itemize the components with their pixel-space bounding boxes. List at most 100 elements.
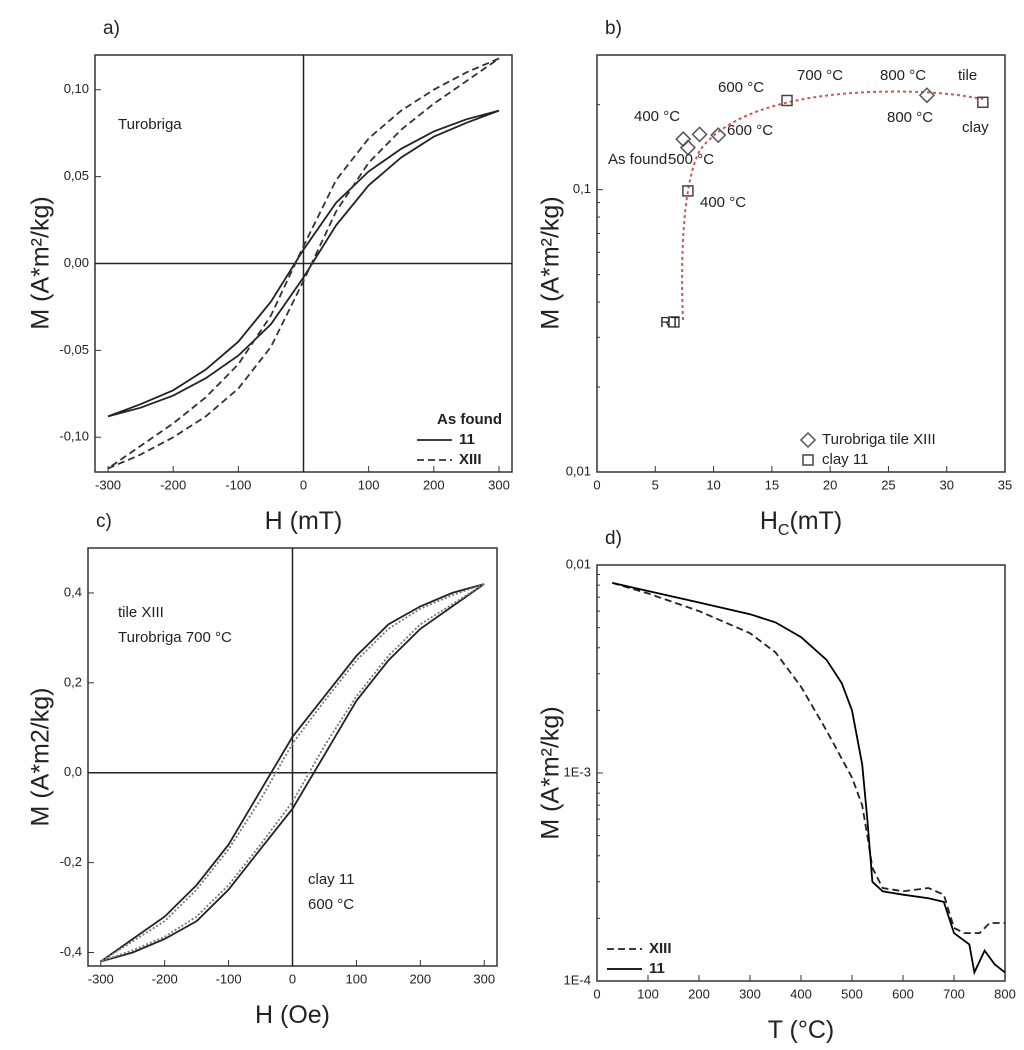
point: [781, 94, 793, 107]
point: [710, 127, 727, 144]
legend-label: 11: [649, 960, 665, 977]
panel-label: b): [605, 18, 622, 39]
x-tick-label: 300: [739, 986, 761, 1001]
series-line: [612, 582, 1006, 976]
x-tick-label: 20: [823, 477, 837, 492]
legend-title: As found: [437, 411, 502, 428]
y-axis-label: M (A*m²/kg): [537, 196, 565, 329]
panel: a) -300 -200 -100 0 100 200 300 -0,10 -0,05 0,00 0,…: [27, 18, 513, 535]
y-tick-label: 0,01: [566, 463, 591, 478]
point: [668, 316, 680, 328]
legend-label: 11: [459, 431, 475, 448]
x-tick-label: -200: [160, 477, 186, 492]
x-tick-label: 25: [881, 477, 895, 492]
annotation: Turobriga: [118, 116, 182, 133]
x-tick-label: 100: [637, 986, 659, 1001]
annotation: As found: [608, 151, 667, 168]
x-tick-label: -200: [152, 971, 178, 986]
point: [675, 131, 692, 148]
y-tick-label: 0,4: [64, 584, 82, 599]
plot-frame: [596, 54, 1006, 473]
x-tick-label: 300: [488, 477, 510, 492]
x-axis-label: HC(mT): [760, 507, 842, 539]
y-tick-label: 0,00: [64, 255, 89, 270]
x-tick-label: 0: [593, 477, 600, 492]
annotation: 400 °C: [700, 194, 746, 211]
label-part: H (Oe): [255, 1001, 330, 1029]
annotation: tile: [958, 67, 977, 84]
y-tick-label: 0,0: [64, 764, 82, 779]
annotation: 800 °C: [887, 109, 933, 126]
x-tick-label: -300: [95, 477, 121, 492]
y-tick-label: 0,05: [64, 168, 89, 183]
annotation: 800 °C: [880, 67, 926, 84]
annotation: Turobriga 700 °C: [118, 629, 232, 646]
x-tick-label: 0: [289, 971, 296, 986]
legend-label: Turobriga tile XIII: [822, 431, 936, 448]
annotation: RT: [660, 314, 680, 331]
annotation: tile XIII: [118, 604, 164, 621]
y-tick-label: -0,05: [59, 342, 89, 357]
trend-guide: [681, 90, 984, 321]
y-axis-label: M (A*m²/kg): [537, 706, 565, 839]
annotation: 600 °C: [718, 79, 764, 96]
x-tick-label: -100: [216, 971, 242, 986]
y-tick-label: 1E-4: [564, 972, 591, 987]
label-part: T (°C): [768, 1016, 834, 1044]
annotation: 500 °C: [668, 151, 714, 168]
x-tick-label: 15: [765, 477, 779, 492]
x-tick-label: 30: [939, 477, 953, 492]
annotation: 400 °C: [634, 108, 680, 125]
panel: c) -300 -200 -100 0 100 200 300 -0,4 -0,2 0,0 0,2 0,…: [27, 511, 498, 1029]
annotation: 700 °C: [797, 67, 843, 84]
panel: b) 0 5 10 15 20 25 30 35 0,01 0,1 HC(mT) M (A*m²/kg)…: [537, 18, 1013, 539]
x-tick-label: 0: [593, 986, 600, 1001]
y-tick-label: -0,2: [60, 854, 82, 869]
x-tick-label: 100: [358, 477, 380, 492]
x-tick-label: 300: [473, 971, 495, 986]
legend-label: XIII: [649, 940, 672, 957]
x-tick-label: 5: [652, 477, 659, 492]
label-part: C: [778, 522, 790, 539]
x-tick-label: 0: [300, 477, 307, 492]
annotation: clay: [962, 119, 989, 136]
series-line: [612, 582, 1005, 934]
series-line: [100, 583, 485, 963]
y-tick-label: 0,01: [566, 556, 591, 571]
x-tick-label: 35: [998, 477, 1012, 492]
y-tick-label: 1E-3: [564, 764, 591, 779]
panel-label: d): [605, 528, 622, 549]
panel-label: a): [103, 18, 120, 39]
x-tick-label: -300: [88, 971, 114, 986]
point: [691, 126, 708, 143]
x-tick-label: 100: [346, 971, 368, 986]
point: [977, 96, 989, 109]
annotation: 600 °C: [308, 896, 354, 913]
legend-label: clay 11: [822, 451, 868, 468]
y-tick-label: 0,2: [64, 674, 82, 689]
x-tick-label: 10: [706, 477, 720, 492]
y-axis-label: M (A*m²/kg): [27, 196, 55, 329]
annotation: 600 °C: [727, 122, 773, 139]
x-tick-label: 200: [688, 986, 710, 1001]
series-line: [107, 109, 500, 418]
label-part: H: [760, 507, 778, 535]
x-axis-label: H (mT): [265, 507, 343, 535]
label-part: H (mT): [265, 507, 343, 535]
x-tick-label: 700: [943, 986, 965, 1001]
x-tick-label: 400: [790, 986, 812, 1001]
x-tick-label: 500: [841, 986, 863, 1001]
annotation: clay 11: [308, 871, 354, 888]
y-tick-label: 0,10: [64, 81, 89, 96]
y-tick-label: -0,10: [59, 429, 89, 444]
x-tick-label: 200: [423, 477, 445, 492]
legend-label: XIII: [459, 451, 482, 468]
x-tick-label: 800: [994, 986, 1016, 1001]
x-axis-label: H (Oe): [255, 1001, 330, 1029]
y-tick-label: 0,1: [573, 181, 591, 196]
x-axis-label: T (°C): [768, 1016, 834, 1044]
x-tick-label: 200: [409, 971, 431, 986]
panel-label: c): [96, 511, 112, 532]
